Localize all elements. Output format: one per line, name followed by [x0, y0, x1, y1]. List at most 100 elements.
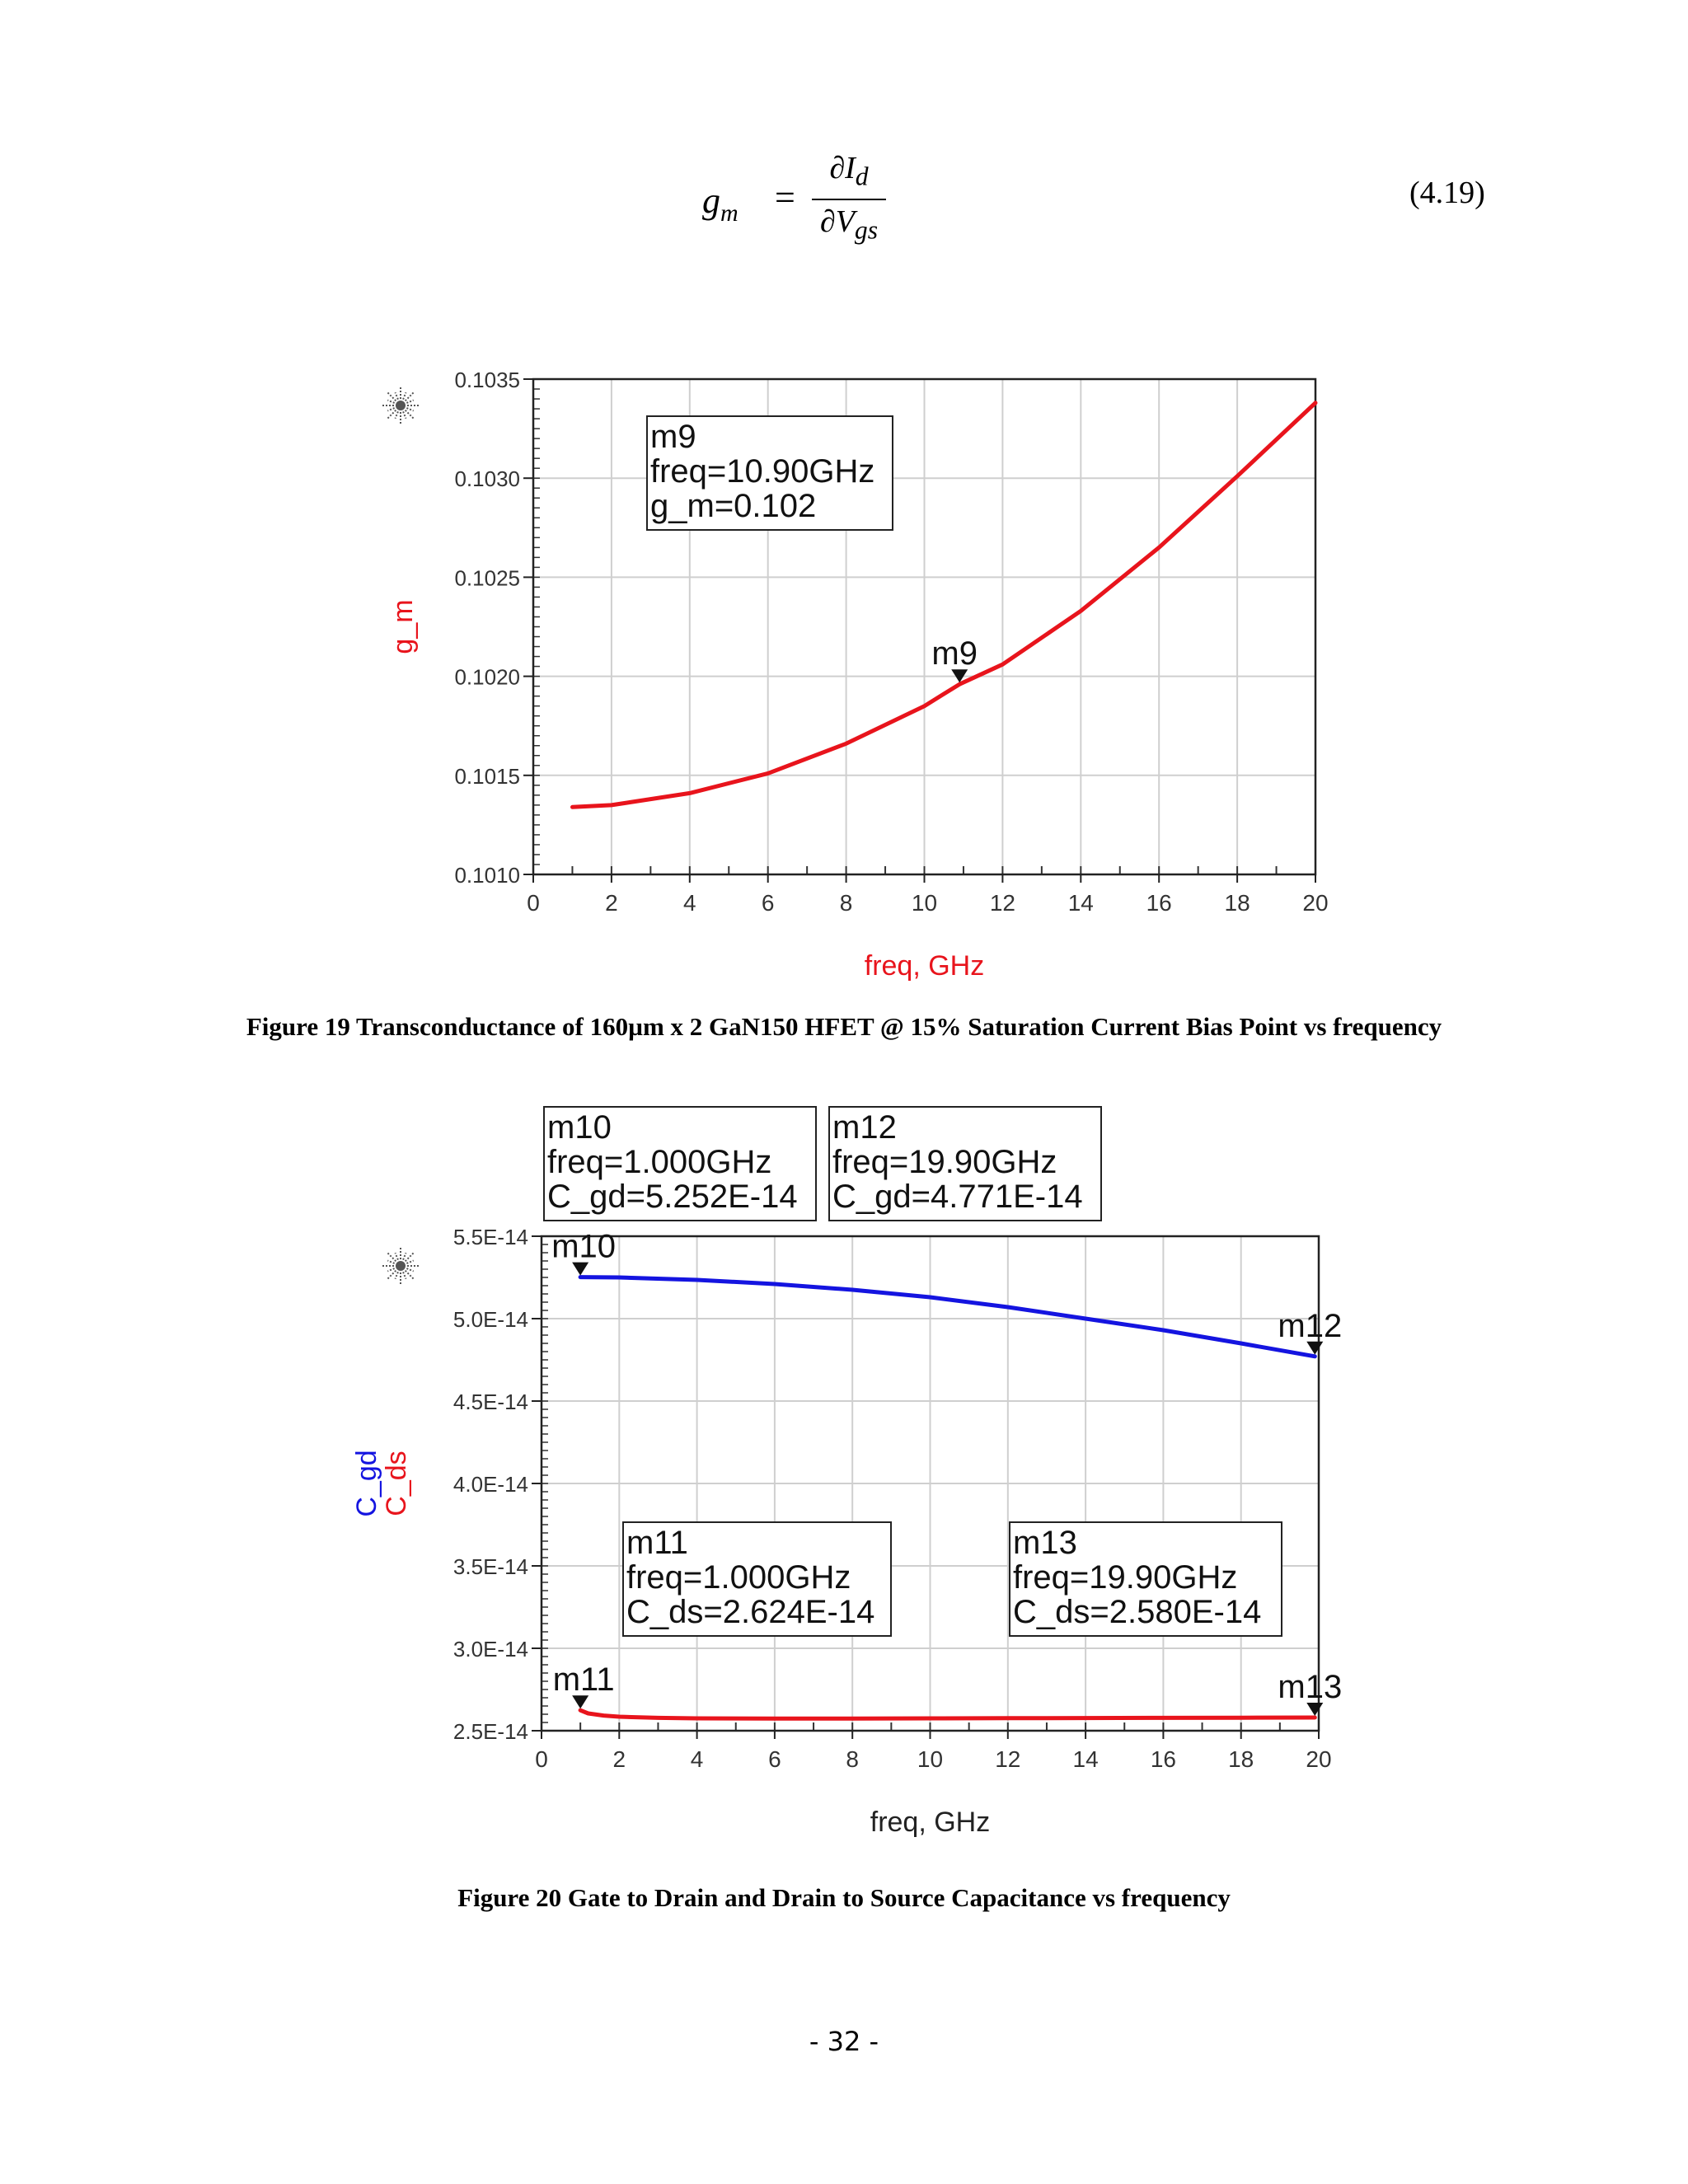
- fig20-marker-m10-readout-line: C_gd=5.252E-14: [547, 1179, 798, 1215]
- fig20-y-tick-label: 3.0E-14: [453, 1637, 528, 1661]
- fig19-marker-m9-readout-line: g_m=0.102: [650, 488, 816, 524]
- fig19-marker-m9-readout-line: freq=10.90GHz: [650, 453, 874, 490]
- fig19-x-tick-label: 2: [605, 890, 618, 916]
- fig19-x-tick-label: 10: [912, 890, 937, 916]
- fig20-y-axis-label-c-gd: C_gd: [351, 1450, 382, 1516]
- fig19-logo-ray: [386, 409, 397, 420]
- equation-equals: =: [775, 177, 795, 218]
- fig20-marker-m11-label: m11: [553, 1661, 615, 1698]
- equation-numerator: ∂Id: [812, 148, 886, 197]
- fig20-marker-m12-triangle: [1306, 1341, 1324, 1355]
- fig19-series-g-m: [570, 401, 1318, 809]
- fig20-x-tick-label: 6: [768, 1746, 781, 1772]
- fig19-marker-m9-triangle: [951, 669, 968, 683]
- fig20-logo-ray: [406, 1268, 415, 1272]
- figure-19-chart: 0 2 4 6 8 10 12 14 16 18 20 0.1010 0.1015 0.1020 0.102…: [381, 368, 1329, 982]
- fig19-marker-m9-readout-line: m9: [650, 419, 696, 455]
- fig20-x-tick-label: 20: [1306, 1746, 1331, 1772]
- figure-20-caption: Figure 20 Gate to Drain and Drain to Sou…: [457, 1883, 1231, 1912]
- fig20-marker-m13-label: m13: [1278, 1669, 1342, 1705]
- fig20-x-tick-label: 2: [613, 1746, 626, 1772]
- fig20-y-tick-label: 4.0E-14: [453, 1472, 528, 1497]
- fig19-logo-icon: [381, 386, 420, 425]
- fig20-x-tick-label: 0: [535, 1746, 548, 1772]
- fig19-logo-ray: [394, 411, 399, 419]
- equation-fraction-bar: [812, 198, 886, 200]
- fig20-x-axis-label: freq, GHz: [870, 1807, 990, 1838]
- fig19-logo-ray: [402, 411, 407, 419]
- fig19-y-tick-label: 0.1020: [454, 665, 520, 690]
- fig19-x-tick-label: 20: [1302, 890, 1328, 916]
- fig19-y-tick-label: 0.1035: [454, 368, 520, 392]
- fig20-marker-m11-readout-box: [622, 1521, 892, 1637]
- fig20-marker-m11-readout-line: C_ds=2.624E-14: [626, 1594, 874, 1630]
- fig19-logo-ray: [386, 391, 397, 402]
- fig20-marker-m10-label: m10: [551, 1229, 616, 1265]
- fig20-x-tick-label: 12: [995, 1746, 1020, 1772]
- fig20-series-c-ds: [578, 1708, 1317, 1721]
- fig20-marker-m10-readout-box: [543, 1106, 817, 1221]
- fig20-logo-ray: [387, 1268, 395, 1272]
- fig20-logo-center: [396, 1261, 406, 1271]
- fig20-x-tick-label: 14: [1073, 1746, 1099, 1772]
- fig20-x-tick-label: 4: [691, 1746, 704, 1772]
- fig19-logo-ray: [404, 391, 415, 402]
- fig20-x-tick-label: 18: [1228, 1746, 1254, 1772]
- figure-20-chart: 0 2 4 6 8 10 12 14 16 18 20 2.5E-14 3.0E-14 3.5E-14 4.…: [351, 1106, 1342, 1838]
- fig20-marker-m13-triangle: [1306, 1703, 1324, 1716]
- fig20-marker-m12-readout-box: [828, 1106, 1102, 1221]
- fig20-y-tick-label: 5.0E-14: [453, 1307, 528, 1332]
- fig20-logo-ray: [402, 1272, 407, 1280]
- equation-lhs-subscript: m: [720, 199, 738, 227]
- fig20-marker-m10-readout-line: m10: [547, 1109, 612, 1146]
- fig19-logo-ray: [394, 391, 399, 400]
- fig20-logo-ray: [386, 1269, 397, 1281]
- fig19-logo-ray: [387, 407, 395, 412]
- fig20-y-tick-label: 5.5E-14: [453, 1225, 528, 1249]
- fig20-y-tick-label: 4.5E-14: [453, 1390, 528, 1414]
- fig19-y-tick-label: 0.1030: [454, 466, 520, 491]
- fig20-series-c-gd: [578, 1275, 1317, 1359]
- fig20-logo-ray: [404, 1251, 415, 1263]
- fig20-y-axis-label-c-ds: C_ds: [381, 1451, 412, 1516]
- equation-fraction: ∂Id ∂Vgs: [812, 148, 886, 250]
- fig20-x-tick-label: 8: [846, 1746, 859, 1772]
- fig20-marker-m10-readout-line: freq=1.000GHz: [547, 1144, 771, 1180]
- fig19-logo-ray: [404, 409, 415, 420]
- fig20-logo-ray: [402, 1252, 407, 1260]
- fig19-y-tick-label: 0.1010: [454, 863, 520, 888]
- fig20-x-tick-label: 10: [917, 1746, 943, 1772]
- fig19-y-tick-label: 0.1025: [454, 565, 520, 590]
- equation-numerator-subscript: d: [855, 162, 869, 191]
- fig20-logo-ray: [394, 1272, 399, 1280]
- fig20-logo-ray: [394, 1252, 399, 1260]
- fig19-marker-m9-label: m9: [931, 635, 978, 672]
- fig19-marker-m9-readout-box: [646, 415, 893, 531]
- fig19-logo-ray: [406, 407, 415, 412]
- figure-19-caption: Figure 19 Transconductance of 160µm x 2 …: [246, 1012, 1442, 1041]
- fig20-logo-icon: [381, 1246, 420, 1286]
- fig20-y-tick-label: 2.5E-14: [453, 1719, 528, 1744]
- fig20-y-tick-label: 3.5E-14: [453, 1554, 528, 1579]
- equation-denominator-subscript: gs: [854, 215, 879, 245]
- equation-denominator-symbol: ∂V: [819, 204, 855, 239]
- fig20-marker-m12-label: m12: [1278, 1308, 1342, 1344]
- fig20-logo-ray: [404, 1269, 415, 1281]
- page-number: - 32 -: [809, 2026, 879, 2057]
- equation-numerator-symbol: ∂I: [829, 151, 856, 185]
- fig19-x-tick-label: 18: [1225, 890, 1250, 916]
- fig19-x-tick-label: 14: [1068, 890, 1094, 916]
- fig20-marker-m12-readout-line: freq=19.90GHz: [832, 1144, 1057, 1180]
- fig19-x-tick-label: 4: [683, 890, 696, 916]
- equation-4-19: gm = ∂Id ∂Vgs (4.19): [0, 140, 1688, 247]
- fig19-x-tick-label: 6: [762, 890, 775, 916]
- fig19-x-tick-label: 12: [990, 890, 1015, 916]
- fig20-logo-ray: [406, 1259, 415, 1264]
- fig19-logo-center: [396, 401, 406, 410]
- fig20-logo-ray: [386, 1251, 397, 1263]
- equation-lhs-symbol: g: [702, 180, 720, 221]
- fig19-logo-ray: [406, 399, 415, 404]
